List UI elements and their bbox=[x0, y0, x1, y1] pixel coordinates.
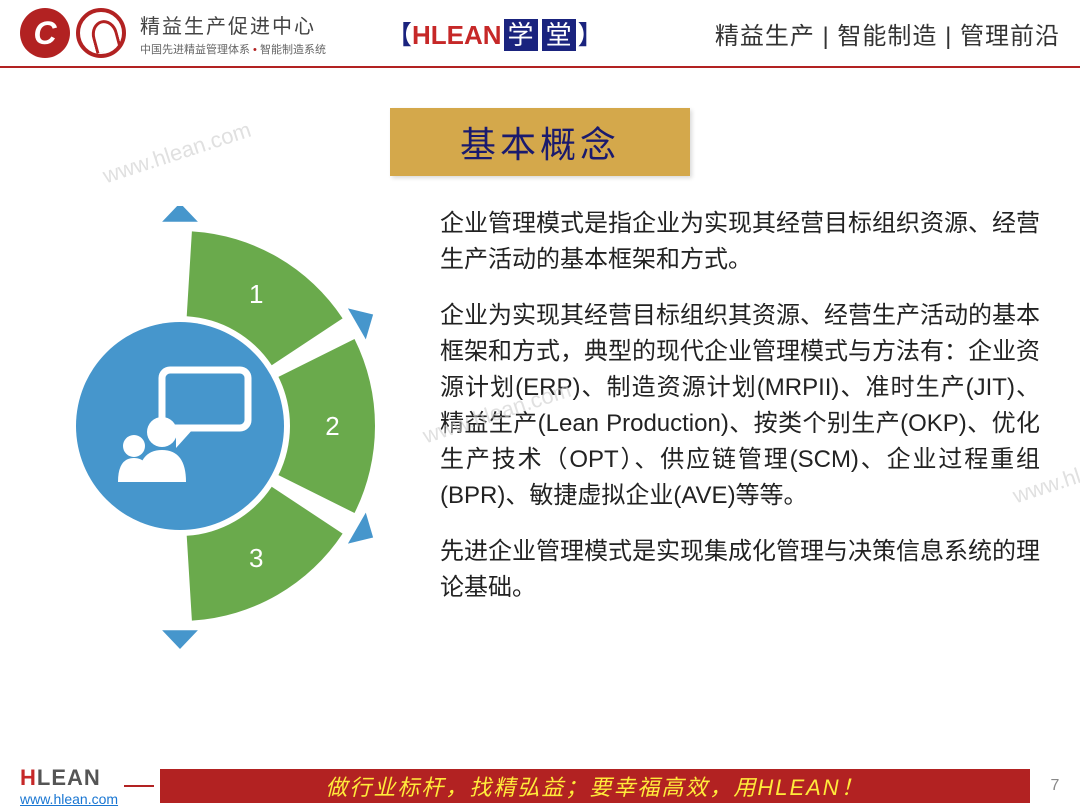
paragraph-1: 企业管理模式是指企业为实现其经营目标组织资源、经营生产活动的基本框架和方式。 bbox=[440, 206, 1040, 278]
paragraph-3: 先进企业管理模式是实现集成化管理与决策信息系统的理论基础。 bbox=[440, 534, 1040, 606]
logo-title: 精益生产促进中心 bbox=[140, 10, 326, 39]
svg-text:1: 1 bbox=[249, 279, 263, 309]
footer-logo: HLEAN www.hlean.com bbox=[0, 765, 118, 807]
header-right: 精益生产 | 智能制造 | 管理前沿 bbox=[715, 16, 1060, 51]
logo-subtitle: 中国先进精益管理体系 • 智能制造系统 bbox=[140, 41, 326, 57]
footer: HLEAN www.hlean.com 做行业标杆，找精弘益；要幸福高效，用HL… bbox=[0, 762, 1080, 810]
header: C 精益生产促进中心 中国先进精益管理体系 • 智能制造系统 【HLEAN学堂】… bbox=[0, 0, 1080, 68]
page-number: 7 bbox=[1030, 777, 1080, 795]
footer-url: www.hlean.com bbox=[20, 791, 118, 807]
svg-text:2: 2 bbox=[325, 411, 339, 441]
text-column: 企业管理模式是指企业为实现其经营目标组织资源、经营生产活动的基本框架和方式。 企… bbox=[430, 206, 1040, 646]
footer-slogan: 做行业标杆，找精弘益；要幸福高效，用HLEAN！ bbox=[160, 769, 1030, 803]
main-content: 1 2 3 企业管理模式是指企业为实现其经营目标组织资源、经营生产活动的基本框架和方… bbox=[0, 176, 1080, 646]
fan-diagram: 1 2 3 bbox=[30, 206, 430, 646]
paragraph-2: 企业为实现其经营目标组织其资源、经营生产活动的基本框架和方式，典型的现代企业管理… bbox=[440, 298, 1040, 514]
logo-text: 精益生产促进中心 中国先进精益管理体系 • 智能制造系统 bbox=[140, 10, 326, 57]
svg-text:3: 3 bbox=[249, 543, 263, 573]
title-banner: 基本概念 bbox=[390, 108, 690, 176]
header-mid: 【HLEAN学堂】 bbox=[386, 15, 604, 52]
logo-c-icon: C bbox=[20, 8, 70, 58]
logo-area: C 精益生产促进中心 中国先进精益管理体系 • 智能制造系统 bbox=[20, 8, 326, 58]
logo-ring-icon bbox=[76, 8, 126, 58]
